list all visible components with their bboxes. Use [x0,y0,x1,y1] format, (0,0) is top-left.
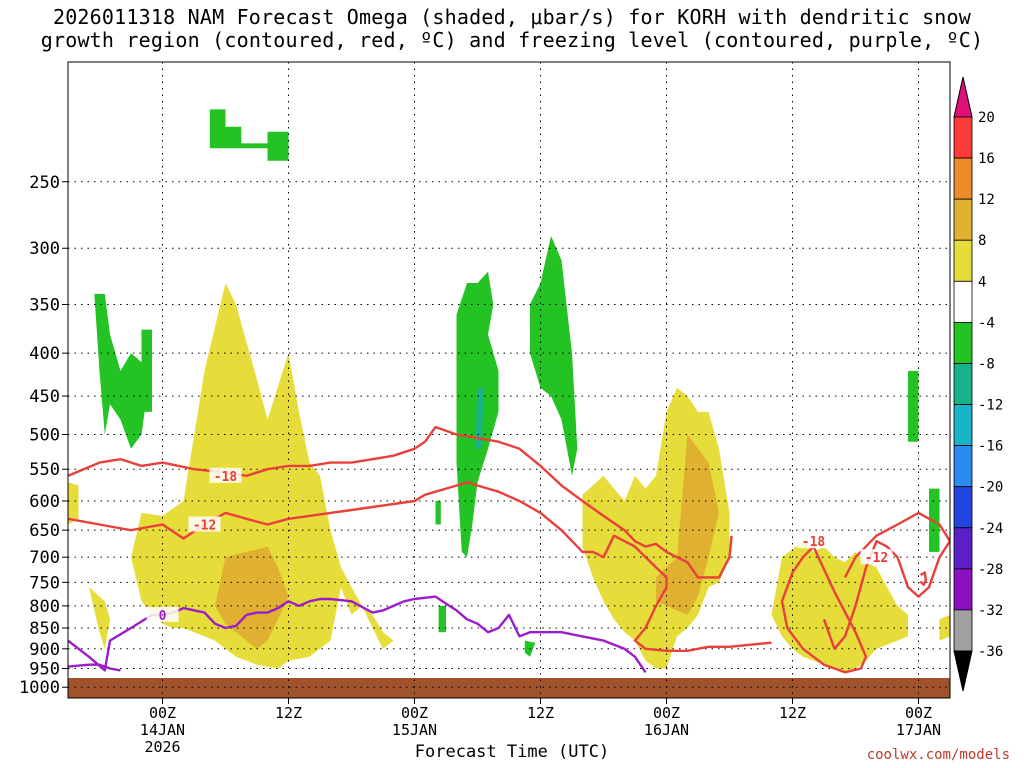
omega-region-2 [131,283,394,669]
x-tick-label: 00Z [653,704,680,722]
colorbar-level-label: 12 [978,192,995,208]
chart-title: 2026011318 NAM Forecast Omega (shaded, μ… [0,6,1024,52]
colorbar-swatch [953,198,973,241]
omega-region-18 [475,387,484,449]
omega-region-14 [438,605,446,633]
y-tick-label: 600 [29,492,60,512]
omega-region-12 [530,235,578,476]
omega-region-6 [771,541,908,673]
x-tick-label: 16JAN [644,721,689,739]
omega-region-8 [94,293,147,449]
y-tick-label: 900 [29,640,60,660]
y-tick-label: 700 [29,548,60,568]
x-axis-label: Forecast Time (UTC) [414,742,610,762]
x-tick-label: 17JAN [896,721,941,739]
colorbar-swatch [953,280,973,323]
colorbar-level-label: 4 [978,274,986,290]
colorbar-top-arrow [953,76,973,118]
colorbar-level-label: 20 [978,110,995,126]
contour-label-bg [188,516,221,532]
contour-line-3 [822,511,950,650]
site-credit[interactable]: coolwx.com/models [866,747,1010,763]
contour-line-1 [68,481,772,652]
colorbar-swatch [953,239,973,282]
omega-region-13 [435,501,441,525]
colorbar-level-label: -12 [978,398,1003,414]
x-tick-label: 00Z [905,704,932,722]
x-tick-label: 12Z [779,704,806,722]
y-tick-label: 650 [29,521,60,541]
y-tick-label: 300 [29,239,60,259]
plot-frame [67,61,951,699]
y-tick-label: 1000 [19,678,60,698]
omega-region-1 [68,482,79,525]
title-line-1: 2026011318 NAM Forecast Omega (shaded, μ… [52,5,972,29]
colorbar-level-label: -8 [978,356,995,372]
colorbar-level-label: -4 [978,315,995,331]
colorbar-level-label: -32 [978,603,1003,619]
colorbar-level-label: -28 [978,562,1003,578]
y-tick-label: 950 [29,660,60,680]
colorbar-level-label: -16 [978,439,1003,455]
omega-region-5 [656,434,719,615]
colorbar-bottom-arrow [953,650,973,692]
x-tick-label: 12Z [275,704,302,722]
y-tick-label: 800 [29,597,60,617]
colorbar-swatch [953,527,973,570]
colorbar-swatch [953,116,973,159]
contour-label-bg [209,467,242,483]
y-tick-label: 500 [29,425,60,445]
contour-label: 0 [159,609,167,624]
contour-label-bg [146,606,179,622]
contour-line-2 [780,545,868,674]
contour-label-bg [860,549,893,565]
colorbar-level-label: 16 [978,151,995,167]
x-tick-label: 14JAN [140,721,185,739]
x-tick-label: 00Z [149,704,176,722]
colorbar-level-label: 8 [978,233,986,249]
contour-label: -12 [865,551,888,566]
colorbar-swatch [953,404,973,447]
colorbar-swatch [953,321,973,364]
omega-region-16 [908,370,919,442]
colorbar-level-label: -24 [978,521,1003,537]
colorbar-swatch [953,568,973,611]
colorbar-swatch [953,363,973,405]
colorbar-swatch [953,445,973,488]
y-tick-label: 250 [29,173,60,193]
x-tick-label: 12Z [527,704,554,722]
y-tick-label: 350 [29,295,60,315]
colorbar-level-label: -36 [978,644,1003,660]
omega-region-7 [939,614,950,641]
colorbar-level-label: -20 [978,480,1003,496]
contour-label: -18 [214,470,238,485]
x-tick-label: 00Z [401,704,428,722]
y-tick-label: 400 [29,344,60,364]
contour-label: -12 [193,519,216,534]
colorbar-swatch [953,486,973,529]
y-tick-label: 850 [29,619,60,639]
omega-region-3 [215,546,289,649]
x-tick-label: 2026 [144,738,180,756]
y-tick-label: 750 [29,573,60,593]
y-tick-label: 550 [29,460,60,480]
omega-region-10 [209,109,289,161]
omega-region-0 [89,587,110,649]
contour-label: -18 [802,535,826,550]
ground-surface [68,677,950,698]
colorbar-swatch [953,157,973,200]
contour-line-6 [68,663,121,672]
contour-line-4 [919,571,928,586]
title-line-2: growth region (contoured, red, ºC) and f… [40,28,984,52]
y-tick-label: 450 [29,387,60,407]
omega-region-9 [141,329,152,412]
x-tick-label: 15JAN [392,721,437,739]
colorbar-swatch [953,609,973,652]
contour-label-bg [797,533,830,549]
